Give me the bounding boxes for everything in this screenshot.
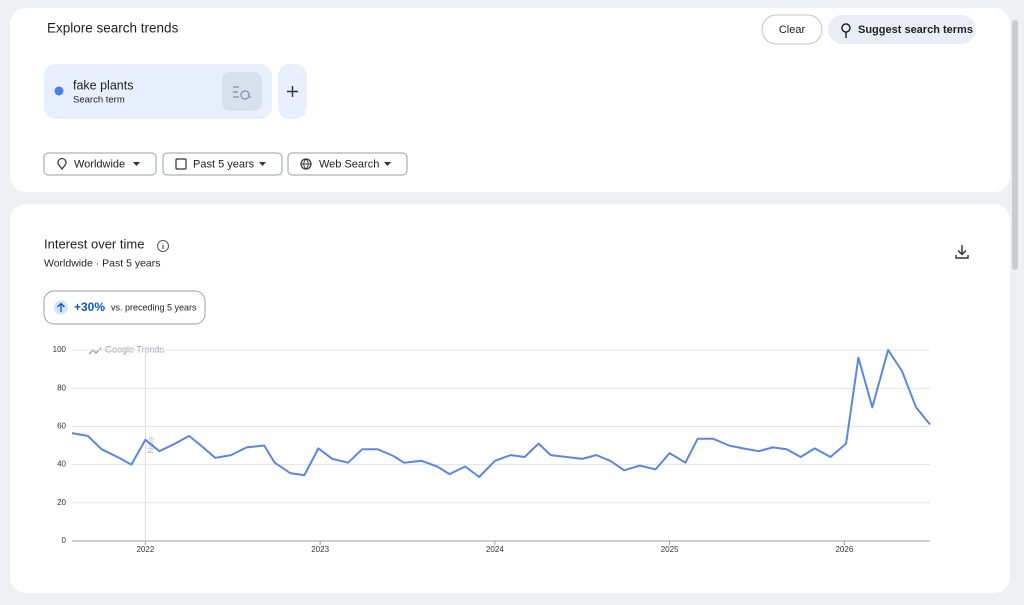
change-pill: +30% vs. preceding 5 years: [43, 290, 206, 325]
add-term-button[interactable]: [278, 64, 307, 119]
button-label: Clear: [779, 24, 806, 36]
x-tick-label: 2022: [136, 545, 154, 554]
location-filter[interactable]: Worldwide: [43, 152, 157, 176]
property-filter[interactable]: Web Search: [287, 152, 408, 176]
trend-line: [71, 349, 931, 478]
term-dot: [54, 86, 64, 96]
filter-label: Web Search: [319, 158, 379, 170]
button-label: Suggest search terms: [858, 24, 973, 36]
filter-label: Worldwide: [74, 158, 125, 170]
change-value: +30%: [74, 300, 105, 314]
info-icon[interactable]: [157, 240, 169, 252]
filter-label: Past 5 years: [193, 158, 255, 170]
change-note: vs. preceding 5 years: [111, 302, 197, 312]
clear-button[interactable]: Clear: [761, 14, 823, 45]
chart-card: [10, 204, 1010, 593]
watermark: Google Trends: [105, 344, 165, 354]
icon: [233, 86, 252, 100]
term-subtitle: Search term: [73, 95, 125, 106]
term-name: fake plants: [73, 78, 133, 92]
x-tick-label: 2026: [835, 545, 853, 554]
term-chip[interactable]: fake plants Search term: [44, 64, 272, 119]
icon: [841, 23, 851, 38]
y-tick-label: 0: [62, 536, 67, 545]
suggest-button[interactable]: Suggest search terms: [828, 15, 976, 44]
time-filter[interactable]: Past 5 years: [162, 152, 283, 176]
panel-title: Interest over time: [44, 236, 144, 251]
scrollbar[interactable]: [1012, 20, 1018, 270]
y-tick-label: 80: [57, 383, 66, 392]
download-button[interactable]: [955, 245, 969, 259]
page-title: Explore search trends: [47, 21, 179, 36]
y-tick-label: 40: [57, 460, 66, 469]
search-card: [10, 8, 1010, 192]
x-tick-label: 2024: [486, 545, 504, 554]
panel-subtitle: Worldwide · Past 5 years: [44, 257, 161, 269]
x-tick-label: 2023: [311, 545, 329, 554]
y-tick-label: 20: [57, 498, 66, 507]
y-tick-label: 60: [57, 422, 66, 431]
y-tick-label: 100: [53, 345, 67, 354]
x-tick-label: 2025: [661, 545, 679, 554]
